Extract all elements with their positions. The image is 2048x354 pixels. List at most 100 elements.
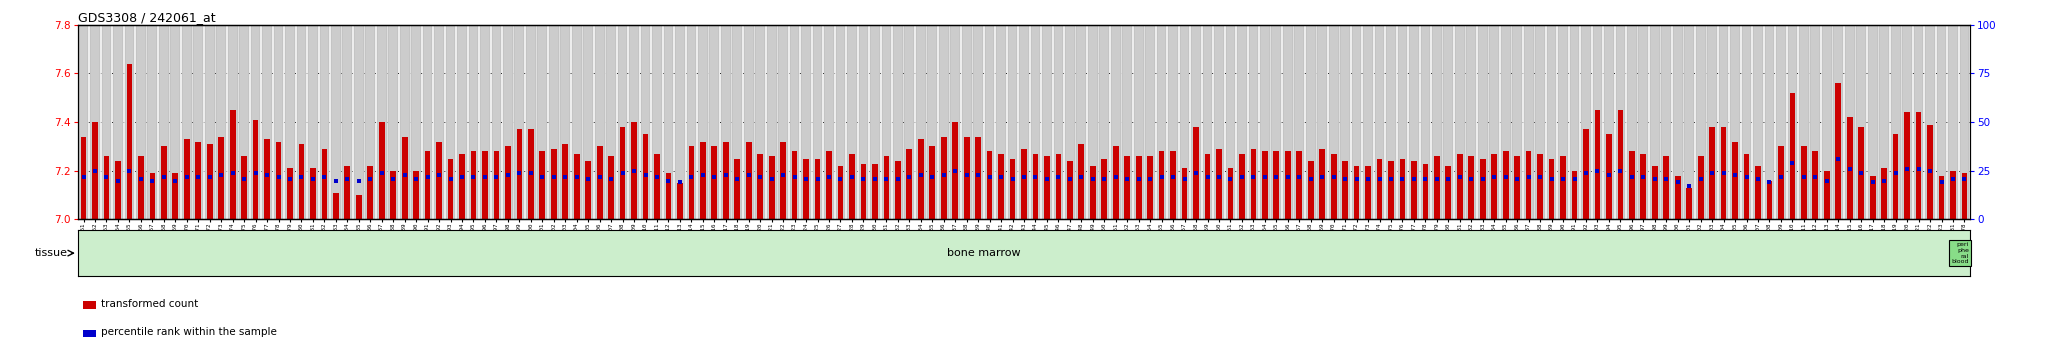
Bar — [147, 25, 158, 219]
Bar — [584, 25, 594, 219]
Bar — [1386, 25, 1397, 219]
Bar — [973, 25, 983, 219]
Bar — [1733, 142, 1739, 219]
Bar — [160, 25, 168, 219]
Bar — [184, 139, 190, 219]
Bar — [801, 25, 811, 219]
Bar — [80, 137, 86, 219]
Bar — [78, 25, 88, 219]
Bar — [1710, 127, 1714, 219]
Bar — [1673, 25, 1683, 219]
Bar — [436, 142, 442, 219]
Bar — [651, 25, 662, 219]
Bar — [815, 159, 821, 219]
Bar — [1217, 149, 1223, 219]
Bar — [1294, 25, 1305, 219]
Bar — [1466, 25, 1477, 219]
Bar — [1915, 112, 1921, 219]
Bar — [1675, 176, 1681, 219]
Bar — [850, 154, 854, 219]
Bar — [1137, 156, 1141, 219]
Bar — [217, 25, 225, 219]
Bar — [334, 193, 338, 219]
Bar — [1835, 83, 1841, 219]
Bar — [82, 330, 96, 337]
Bar — [127, 64, 133, 219]
Bar — [1778, 147, 1784, 219]
Bar — [594, 25, 604, 219]
Bar — [985, 25, 995, 219]
Bar — [1823, 25, 1831, 219]
Bar — [825, 151, 831, 219]
Bar — [915, 25, 926, 219]
Bar — [1468, 156, 1475, 219]
Bar — [1686, 188, 1692, 219]
Bar — [905, 25, 913, 219]
Bar — [1262, 151, 1268, 219]
Bar — [1364, 25, 1372, 219]
Text: peri
phe
ral
blood: peri phe ral blood — [1952, 242, 1968, 264]
Bar — [115, 161, 121, 219]
Bar — [1741, 25, 1751, 219]
Bar — [90, 25, 100, 219]
Bar — [1376, 159, 1382, 219]
Bar — [113, 25, 123, 219]
Bar — [457, 25, 467, 219]
Bar — [449, 159, 453, 219]
Bar — [1948, 25, 1958, 219]
Text: transformed count: transformed count — [100, 298, 199, 309]
Bar — [344, 166, 350, 219]
Bar — [621, 127, 625, 219]
Bar — [975, 137, 981, 219]
Bar — [1421, 25, 1430, 219]
Bar — [563, 144, 567, 219]
Bar — [1765, 25, 1774, 219]
Bar — [1905, 112, 1911, 219]
Bar — [1855, 25, 1866, 219]
Bar — [676, 25, 684, 219]
Bar — [678, 183, 682, 219]
Bar — [745, 142, 752, 219]
Bar — [1561, 156, 1567, 219]
Bar — [1329, 25, 1339, 219]
Bar — [1788, 25, 1798, 219]
Bar — [195, 142, 201, 219]
Bar — [1708, 25, 1716, 219]
Bar — [1890, 25, 1901, 219]
Bar — [1214, 25, 1225, 219]
Bar — [1112, 147, 1118, 219]
Text: bone marrow: bone marrow — [946, 248, 1020, 258]
Bar — [1640, 154, 1647, 219]
Bar — [893, 25, 903, 219]
Bar — [1079, 144, 1083, 219]
Bar — [412, 25, 422, 219]
Bar — [1810, 25, 1821, 219]
Bar — [307, 25, 317, 219]
Bar — [1354, 166, 1360, 219]
Bar — [414, 171, 420, 219]
Bar — [608, 156, 614, 219]
Bar — [1010, 159, 1016, 219]
Bar — [823, 25, 834, 219]
Bar — [1548, 159, 1554, 219]
Bar — [1939, 176, 1944, 219]
Bar — [264, 139, 270, 219]
Bar — [514, 25, 524, 219]
Bar — [389, 25, 397, 219]
Bar — [1583, 130, 1589, 219]
Bar — [1331, 154, 1337, 219]
Bar — [963, 25, 971, 219]
Bar — [1581, 25, 1591, 219]
Bar — [399, 25, 410, 219]
Bar — [1825, 171, 1829, 219]
Bar — [1892, 134, 1898, 219]
Bar — [803, 159, 809, 219]
Bar — [379, 122, 385, 219]
Bar — [1720, 127, 1726, 219]
Bar — [1147, 156, 1153, 219]
Bar — [1251, 149, 1255, 219]
Bar — [1513, 156, 1520, 219]
Bar — [1526, 151, 1532, 219]
Bar — [424, 151, 430, 219]
Bar — [551, 149, 557, 219]
